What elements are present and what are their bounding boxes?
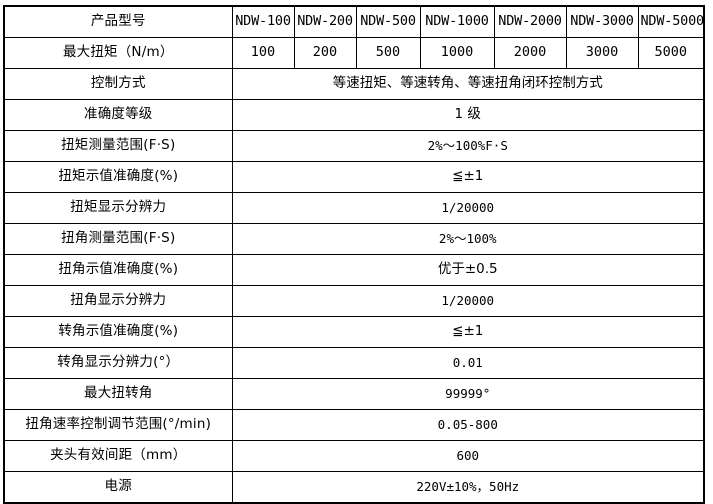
row-header-label: 扭矩显示分辨力: [3, 192, 233, 224]
row-header-product-model: 产品型号: [3, 5, 233, 38]
table-row-spec: 扭矩示值准确度(%) ≦±1: [3, 161, 705, 193]
row-header-label: 转角显示分辨力(°）: [3, 347, 233, 379]
table-row-spec: 扭角显示分辨力 1/20000: [3, 285, 705, 317]
row-header-label: 电源: [3, 471, 233, 504]
table-row-spec: 最大扭转角 99999°: [3, 378, 705, 410]
row-header-label: 最大扭转角: [3, 378, 233, 410]
row-header-max-torque: 最大扭矩（N/m）: [3, 37, 233, 69]
max-torque-value-3: 1000: [419, 37, 495, 69]
table-row-spec: 夹头有效间距（mm） 600: [3, 440, 705, 472]
row-header-label: 扭矩测量范围(F·S): [3, 130, 233, 162]
row-header-label: 扭角显示分辨力: [3, 285, 233, 317]
table-row-spec: 扭角示值准确度(%) 优于±0.5: [3, 254, 705, 286]
table-row-spec: 准确度等级 1 级: [3, 99, 705, 131]
row-value-merged: 99999°: [231, 378, 705, 410]
model-cell-4: NDW-2000: [493, 5, 567, 38]
row-value-merged: 1/20000: [231, 285, 705, 317]
table-row-spec: 扭角测量范围(F·S) 2%～100%: [3, 223, 705, 255]
row-value-merged: ≦±1: [231, 316, 705, 348]
row-value-merged: 0.05-800: [231, 409, 705, 441]
table-row-spec: 扭矩显示分辨力 1/20000: [3, 192, 705, 224]
row-value-merged: 220V±10%，50Hz: [231, 471, 705, 504]
table-body: 产品型号 NDW-100 NDW-200 NDW-500 NDW-1000 ND…: [3, 5, 705, 504]
row-value-merged: 2%～100%F·S: [231, 130, 705, 162]
table-row-spec: 电源 220V±10%，50Hz: [3, 471, 705, 504]
row-header-label: 扭角示值准确度(%): [3, 254, 233, 286]
row-header-label: 扭角速率控制调节范围(°/min): [3, 409, 233, 441]
row-value-merged: 0.01: [231, 347, 705, 379]
row-header-label: 准确度等级: [3, 99, 233, 131]
table-row-spec: 转角显示分辨力(°） 0.01: [3, 347, 705, 379]
max-torque-value-2: 500: [355, 37, 421, 69]
table-row-spec: 扭角速率控制调节范围(°/min) 0.05-800: [3, 409, 705, 441]
model-cell-0: NDW-100: [231, 5, 295, 38]
row-header-label: 扭矩示值准确度(%): [3, 161, 233, 193]
row-header-label: 夹头有效间距（mm）: [3, 440, 233, 472]
max-torque-value-4: 2000: [493, 37, 567, 69]
max-torque-value-5: 3000: [565, 37, 639, 69]
row-header-label: 转角示值准确度(%): [3, 316, 233, 348]
row-value-merged: 2%～100%: [231, 223, 705, 255]
table-row-spec: 控制方式 等速扭矩、等速转角、等速扭角闭环控制方式: [3, 68, 705, 100]
model-cell-6: NDW-5000: [637, 5, 705, 38]
model-cell-1: NDW-200: [293, 5, 357, 38]
model-cell-3: NDW-1000: [419, 5, 495, 38]
row-value-merged: 优于±0.5: [231, 254, 705, 286]
max-torque-value-6: 5000: [637, 37, 705, 69]
model-cell-2: NDW-500: [355, 5, 421, 38]
row-value-merged: 600: [231, 440, 705, 472]
row-header-label: 扭角测量范围(F·S): [3, 223, 233, 255]
table-row-spec: 扭矩测量范围(F·S) 2%～100%F·S: [3, 130, 705, 162]
product-specification-table: 产品型号 NDW-100 NDW-200 NDW-500 NDW-1000 ND…: [3, 5, 705, 504]
max-torque-value-1: 200: [293, 37, 357, 69]
row-value-merged: ≦±1: [231, 161, 705, 193]
table-row-spec: 转角示值准确度(%) ≦±1: [3, 316, 705, 348]
row-header-label: 控制方式: [3, 68, 233, 100]
max-torque-value-0: 100: [231, 37, 295, 69]
table-row-max-torque: 最大扭矩（N/m） 100 200 500 1000 2000 3000 500…: [3, 37, 705, 69]
row-value-merged: 等速扭矩、等速转角、等速扭角闭环控制方式: [231, 68, 705, 100]
row-value-merged: 1/20000: [231, 192, 705, 224]
model-cell-5: NDW-3000: [565, 5, 639, 38]
row-value-merged: 1 级: [231, 99, 705, 131]
table-row-product-model: 产品型号 NDW-100 NDW-200 NDW-500 NDW-1000 ND…: [3, 5, 705, 38]
